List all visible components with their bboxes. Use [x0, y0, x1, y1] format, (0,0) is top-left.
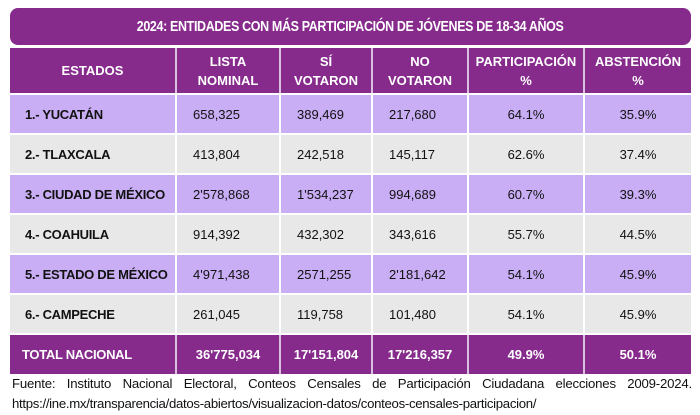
lista-nominal-cell: 658,325 — [176, 94, 281, 135]
table-title-banner: 2024: ENTIDADES CON MÁS PARTICIPACIÓN DE… — [10, 8, 691, 45]
header-participacion-line2: % — [520, 72, 532, 88]
source-url: https://ine.mx/transparencia/datos-abier… — [12, 396, 537, 411]
total-participacion: 49.9% — [468, 334, 585, 374]
state-name: 3.- CIUDAD DE MÉXICO — [10, 174, 177, 215]
state-name: 6.- CAMPECHE — [10, 294, 177, 335]
total-row: TOTAL NACIONAL 36'775,034 17'151,804 17'… — [10, 334, 691, 374]
header-participacion-line1: PARTICIPACIÓN — [475, 53, 577, 69]
state-name: 1.- YUCATÁN — [10, 94, 177, 135]
header-abstencion: ABSTENCIÓN% — [584, 48, 691, 95]
lista-nominal-cell: 4'971,438 — [176, 254, 281, 295]
abstencion-cell: 39.3% — [584, 174, 691, 215]
header-estados: ESTADOS — [10, 48, 177, 95]
lista-nominal-cell: 261,045 — [176, 294, 281, 335]
header-abstencion-line1: ABSTENCIÓN — [595, 53, 681, 69]
si-votaron-cell: 432,302 — [280, 214, 373, 255]
header-row: ESTADOS LISTA NOMINAL SÍ VOTARON NO VOTARON… — [10, 48, 691, 95]
header-no-votaron-line1: NO — [410, 53, 430, 69]
header-si-votaron-line1: SÍ — [319, 53, 333, 69]
participacion-cell: 64.1% — [468, 94, 585, 135]
total-label: TOTAL NACIONAL — [10, 334, 177, 374]
participacion-cell: 62.6% — [468, 134, 585, 175]
state-name: 4.- COAHUILA — [10, 214, 177, 255]
header-abstencion-line2: % — [632, 72, 644, 88]
state-name: 5.- ESTADO DE MÉXICO — [10, 254, 177, 295]
participacion-cell: 54.1% — [468, 294, 585, 335]
si-votaron-cell: 242,518 — [280, 134, 373, 175]
header-lista-nominal-line1: LISTA — [209, 53, 247, 69]
total-abstencion: 50.1% — [584, 334, 691, 374]
lista-nominal-cell: 2'578,868 — [176, 174, 281, 215]
header-no-votaron-line2: VOTARON — [387, 72, 453, 88]
source-footnote: Fuente: Instituto Nacional Electoral, Co… — [12, 374, 692, 414]
header-participacion: PARTICIPACIÓN% — [468, 48, 585, 95]
table-row: 4.- COAHUILA 914,392 432,302 343,616 55.… — [10, 214, 691, 255]
header-lista-nominal: LISTA NOMINAL — [176, 48, 281, 95]
no-votaron-cell: 2'181,642 — [372, 254, 469, 295]
si-votaron-cell: 1'534,237 — [280, 174, 373, 215]
no-votaron-cell: 217,680 — [372, 94, 469, 135]
header-si-votaron-line2: VOTARON — [293, 72, 359, 88]
si-votaron-cell: 2571,255 — [280, 254, 373, 295]
participacion-cell: 54.1% — [468, 254, 585, 295]
header-lista-nominal-line2: NOMINAL — [197, 72, 259, 88]
header-si-votaron: SÍ VOTARON — [280, 48, 373, 95]
table-row: 3.- CIUDAD DE MÉXICO 2'578,868 1'534,237… — [10, 174, 691, 215]
si-votaron-cell: 119,758 — [280, 294, 373, 335]
header-estados-label: ESTADOS — [61, 63, 124, 78]
header-no-votaron: NO VOTARON — [372, 48, 469, 95]
table-row: 5.- ESTADO DE MÉXICO 4'971,438 2571,255 … — [10, 254, 691, 295]
total-no-votaron: 17'216,357 — [372, 334, 469, 374]
no-votaron-cell: 994,689 — [372, 174, 469, 215]
abstencion-cell: 35.9% — [584, 94, 691, 135]
total-si-votaron: 17'151,804 — [280, 334, 373, 374]
total-lista-nominal: 36'775,034 — [176, 334, 281, 374]
lista-nominal-cell: 914,392 — [176, 214, 281, 255]
lista-nominal-cell: 413,804 — [176, 134, 281, 175]
abstencion-cell: 44.5% — [584, 214, 691, 255]
no-votaron-cell: 145,117 — [372, 134, 469, 175]
abstencion-cell: 45.9% — [584, 254, 691, 295]
table-row: 1.- YUCATÁN 658,325 389,469 217,680 64.1… — [10, 94, 691, 135]
abstencion-cell: 45.9% — [584, 294, 691, 335]
participation-table: ESTADOS LISTA NOMINAL SÍ VOTARON NO VOTARON… — [10, 48, 691, 374]
table-title: 2024: ENTIDADES CON MÁS PARTICIPACIÓN DE… — [137, 18, 564, 35]
participacion-cell: 60.7% — [468, 174, 585, 215]
no-votaron-cell: 101,480 — [372, 294, 469, 335]
si-votaron-cell: 389,469 — [280, 94, 373, 135]
state-name: 2.- TLAXCALA — [10, 134, 177, 175]
table-row: 6.- CAMPECHE 261,045 119,758 101,480 54.… — [10, 294, 691, 335]
no-votaron-cell: 343,616 — [372, 214, 469, 255]
participacion-cell: 55.7% — [468, 214, 585, 255]
abstencion-cell: 37.4% — [584, 134, 691, 175]
source-citation: Fuente: Instituto Nacional Electoral, Co… — [12, 376, 692, 391]
table-row: 2.- TLAXCALA 413,804 242,518 145,117 62.… — [10, 134, 691, 175]
